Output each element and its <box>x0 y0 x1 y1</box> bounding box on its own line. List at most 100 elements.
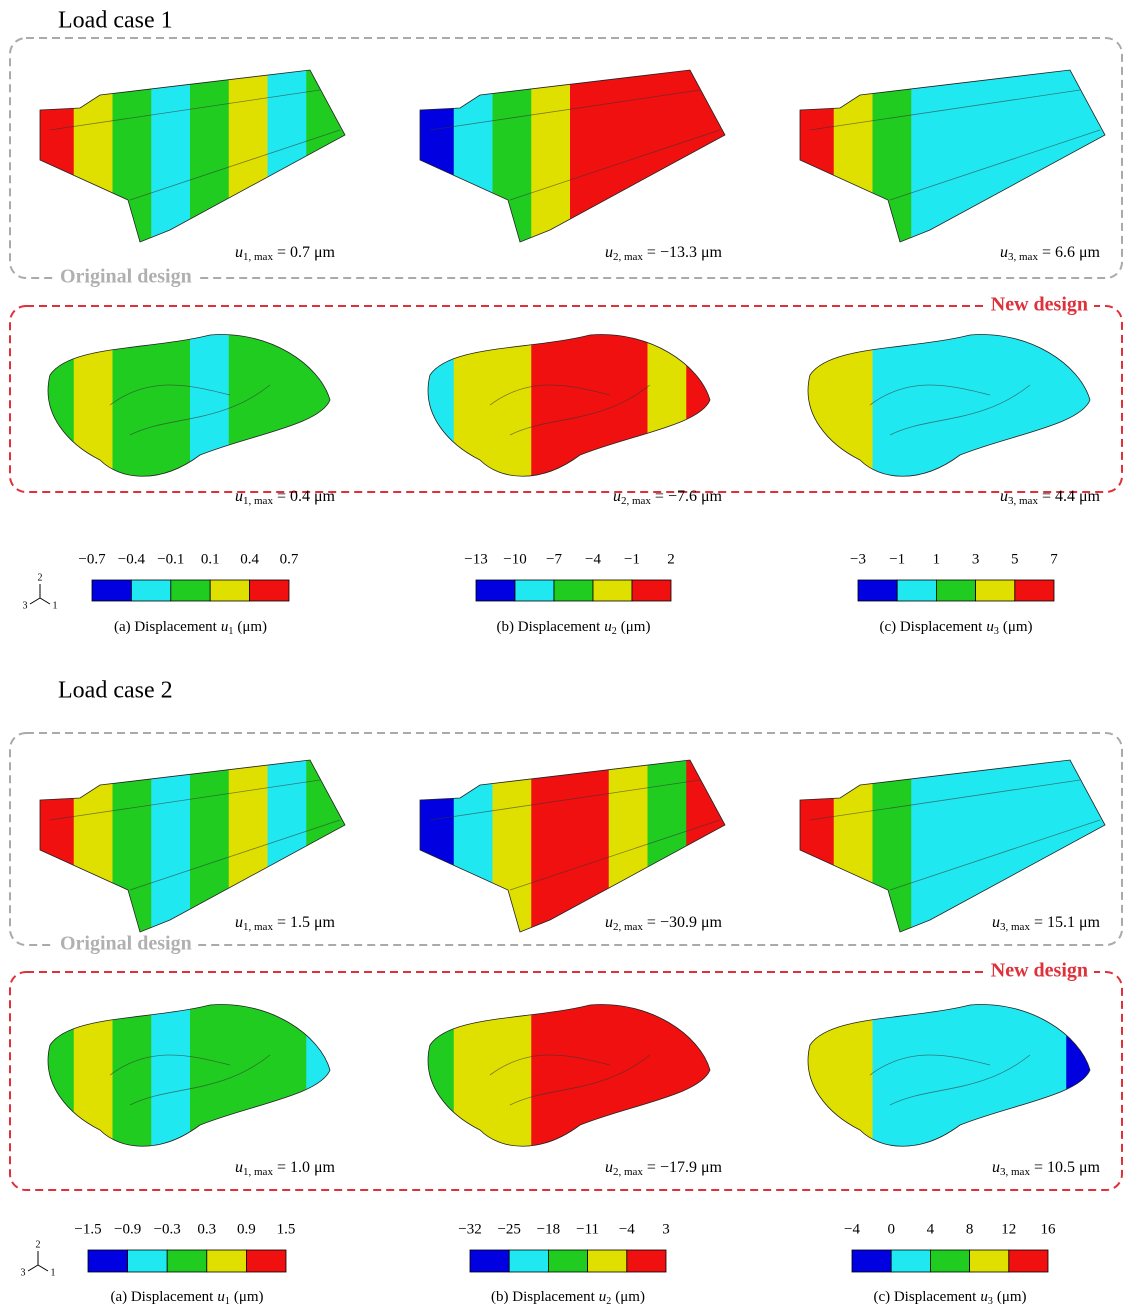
symbol: u <box>235 488 243 505</box>
edge <box>809 89 1101 201</box>
contour-band <box>808 334 835 477</box>
legend-tick: −1 <box>624 551 640 567</box>
contour-band <box>531 334 571 477</box>
symbol: u <box>605 244 613 261</box>
edge <box>869 1054 1031 1106</box>
color-band <box>936 579 977 602</box>
contour-band <box>306 70 345 242</box>
legend-tick: 16 <box>1041 1221 1057 1237</box>
legend-tick: −3 <box>850 551 866 567</box>
new-box <box>9 305 1123 493</box>
outline <box>47 334 331 477</box>
color-band <box>170 579 211 602</box>
contour-band <box>833 760 874 932</box>
legend-tick: −0.9 <box>114 1221 141 1237</box>
color-band <box>166 1249 208 1273</box>
edge <box>489 384 651 436</box>
triad-label: 1 <box>51 1267 56 1278</box>
symbol: u <box>613 488 621 505</box>
contour-band <box>647 760 688 932</box>
contour-band <box>73 334 114 477</box>
legend-tick: 1 <box>933 551 941 567</box>
label-bg <box>54 932 198 955</box>
subscript: 3, max <box>1000 1166 1030 1178</box>
value: = 15.1 μm <box>1034 914 1101 931</box>
contour-band <box>1066 760 1105 932</box>
symbol: u <box>1000 244 1008 261</box>
symbol: u <box>235 914 243 931</box>
contour-band <box>428 334 455 477</box>
edge <box>489 1054 651 1106</box>
color-band <box>890 1249 931 1273</box>
color-band <box>508 1249 549 1273</box>
edge <box>49 89 341 201</box>
contour-band <box>647 334 688 477</box>
contour-band <box>112 70 153 242</box>
color-band <box>1014 579 1055 602</box>
result-label: u1, max = 1.5 μm <box>235 914 336 933</box>
outline <box>799 759 1106 933</box>
legend-tick: −1 <box>889 551 905 567</box>
edge <box>809 779 1101 891</box>
subscript: 1, max <box>243 921 273 933</box>
legend-tick: −13 <box>464 551 487 567</box>
color-band <box>851 1249 892 1273</box>
color-band <box>249 579 290 602</box>
contour-band <box>48 1004 75 1147</box>
color-band <box>896 579 937 602</box>
contour-band <box>833 334 874 477</box>
legend-tick: −18 <box>537 1221 560 1237</box>
legend-tick: 3 <box>662 1221 670 1237</box>
contour-band <box>267 334 308 477</box>
color-band <box>548 1249 589 1273</box>
result-label: u3, max = 6.6 μm <box>1000 244 1101 263</box>
value: = 0.4 μm <box>277 488 336 505</box>
outline <box>807 334 1091 477</box>
contour-band <box>112 334 153 477</box>
subscript: 3 <box>994 626 999 637</box>
contour-band <box>40 760 75 932</box>
result-label: u2, max = −17.9 μm <box>605 1159 723 1178</box>
contour-band <box>988 70 1029 242</box>
legend-tick: −7 <box>546 551 562 567</box>
contour-band <box>267 760 308 932</box>
outline <box>39 69 346 243</box>
legend-tick: −0.7 <box>78 551 106 567</box>
edge <box>109 1054 271 1106</box>
contour-band <box>492 70 533 242</box>
legend-tick: 0.7 <box>280 551 299 567</box>
contour-band <box>911 760 951 932</box>
legend-tick: −32 <box>458 1221 481 1237</box>
contour-band <box>531 1004 571 1147</box>
label-bg <box>54 265 198 288</box>
contour-band <box>492 334 533 477</box>
symbol: u <box>599 1289 607 1305</box>
legend-caption: (a) Displacement u1 (μm) <box>114 619 267 637</box>
contour-band <box>911 1004 951 1147</box>
contour-band <box>800 760 835 932</box>
symbol: u <box>235 1159 243 1176</box>
legend-tick: 0.4 <box>240 551 259 567</box>
legend-caption: (b) Displacement u2 (μm) <box>491 1289 645 1307</box>
triad-axis <box>29 597 41 605</box>
label-bg <box>984 959 1094 982</box>
contour-band <box>492 1004 533 1147</box>
value: = 1.5 μm <box>277 914 336 931</box>
fe-model <box>420 760 725 932</box>
triad-axis <box>27 1264 39 1272</box>
contour-band <box>228 760 269 932</box>
design-label: Original design <box>60 266 192 288</box>
value: = 4.4 μm <box>1042 488 1101 505</box>
caption-prefix: (b) Displacement <box>497 619 602 635</box>
edge <box>109 384 271 436</box>
fe-model <box>40 760 345 932</box>
color-band <box>469 1249 510 1273</box>
color-band <box>626 1249 667 1273</box>
color-band <box>209 579 250 602</box>
color-band <box>206 1249 247 1273</box>
subscript: 2, max <box>613 921 643 933</box>
section-title: Load case 1 <box>58 8 173 34</box>
outline <box>39 759 346 933</box>
outline <box>799 69 1106 243</box>
